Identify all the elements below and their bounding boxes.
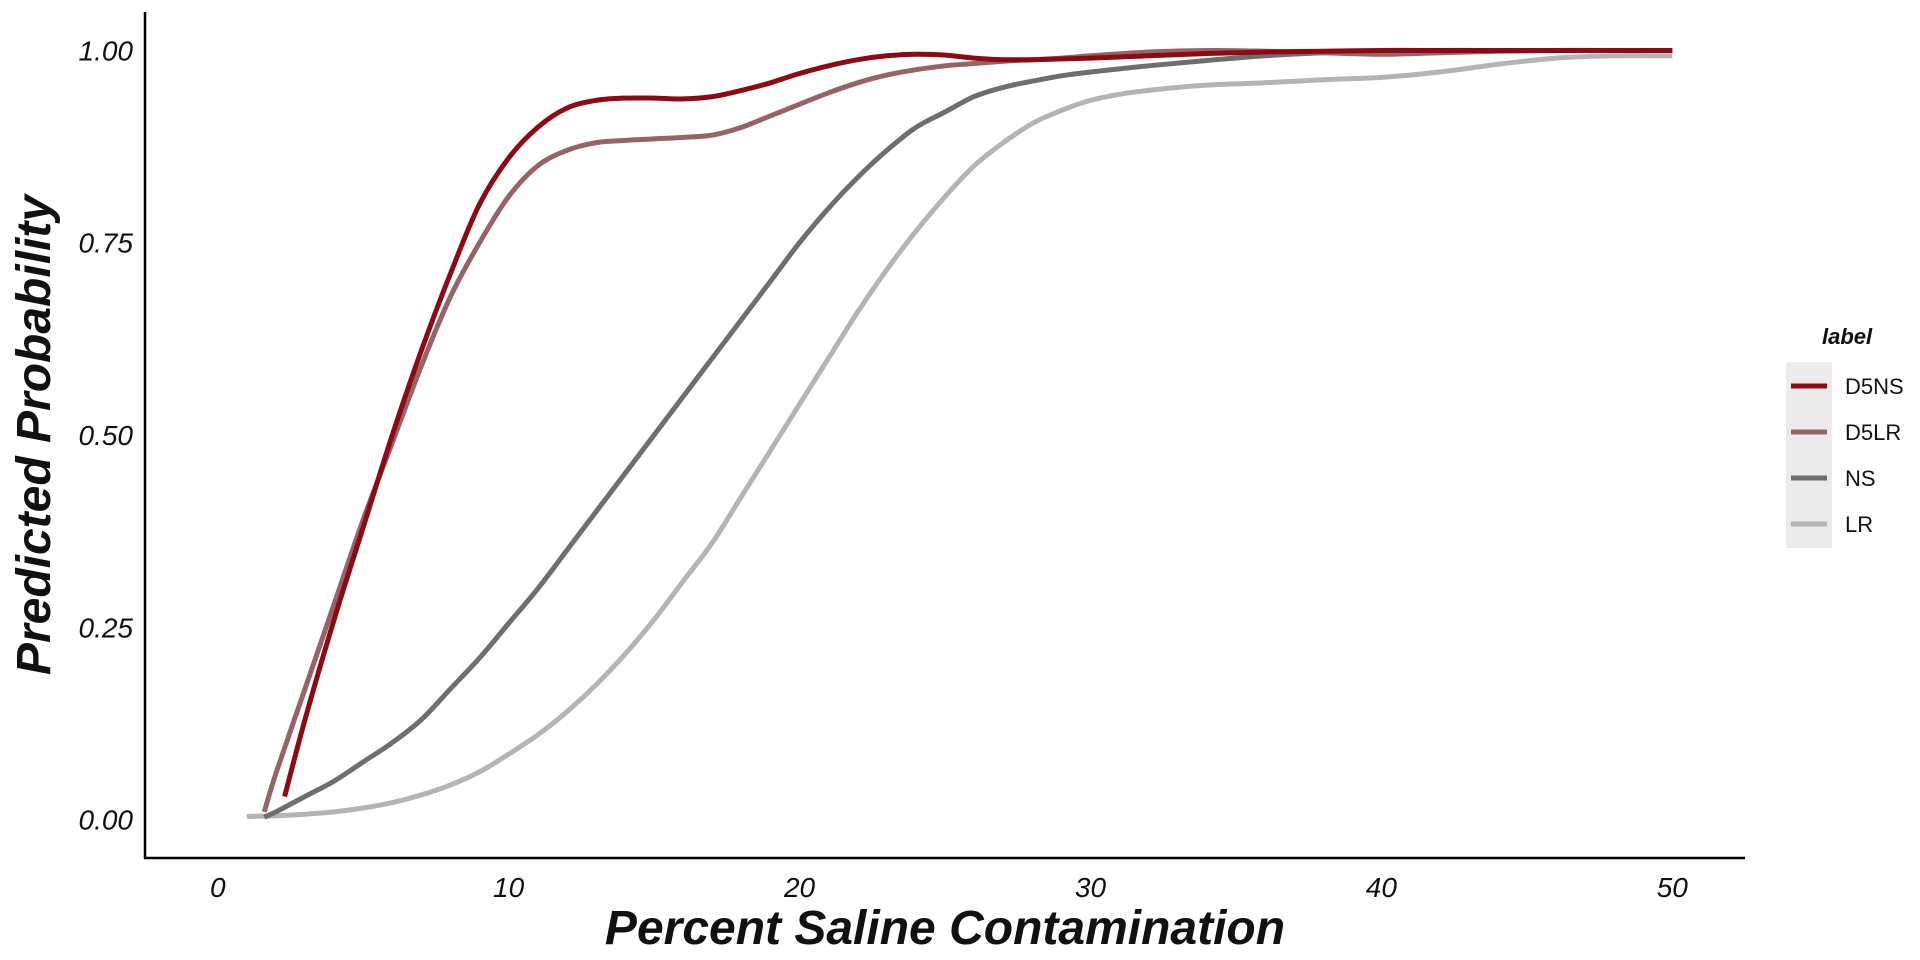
series-line-d5ns (282, 47, 1673, 798)
series-line-lr (246, 53, 1673, 819)
y-axis-ticks: 0.00 0.25 0.50 0.75 1.00 (79, 35, 134, 835)
x-tick-label: 30 (1075, 872, 1107, 903)
x-tick-label: 20 (783, 872, 816, 903)
series-line-d5lr (261, 47, 1673, 813)
legend-label-d5ns: D5NS (1845, 374, 1904, 399)
y-tick-label: 0.75 (79, 228, 134, 259)
x-tick-label: 40 (1366, 872, 1398, 903)
legend-key-background (1786, 362, 1832, 548)
y-axis-title: Predicted Probability (8, 193, 61, 675)
y-tick-label: 0.00 (79, 805, 134, 836)
x-tick-label: 0 (210, 872, 226, 903)
legend: label D5NS D5LR NS LR (1786, 324, 1904, 548)
x-axis-ticks: 0 10 20 30 40 50 (210, 872, 1688, 903)
legend-label-ns: NS (1845, 466, 1876, 491)
legend-label-d5lr: D5LR (1845, 420, 1901, 445)
x-axis-title: Percent Saline Contamination (605, 902, 1285, 955)
y-tick-label: 1.00 (79, 35, 134, 66)
x-tick-label: 10 (493, 872, 525, 903)
y-tick-label: 0.25 (79, 612, 134, 643)
plot-series-layer (246, 47, 1673, 820)
series-line-ns (263, 47, 1673, 820)
legend-title: label (1822, 324, 1873, 349)
x-tick-label: 50 (1657, 872, 1689, 903)
legend-items: D5NS D5LR NS LR (1791, 374, 1904, 537)
legend-label-lr: LR (1845, 512, 1873, 537)
y-tick-label: 0.50 (79, 420, 134, 451)
